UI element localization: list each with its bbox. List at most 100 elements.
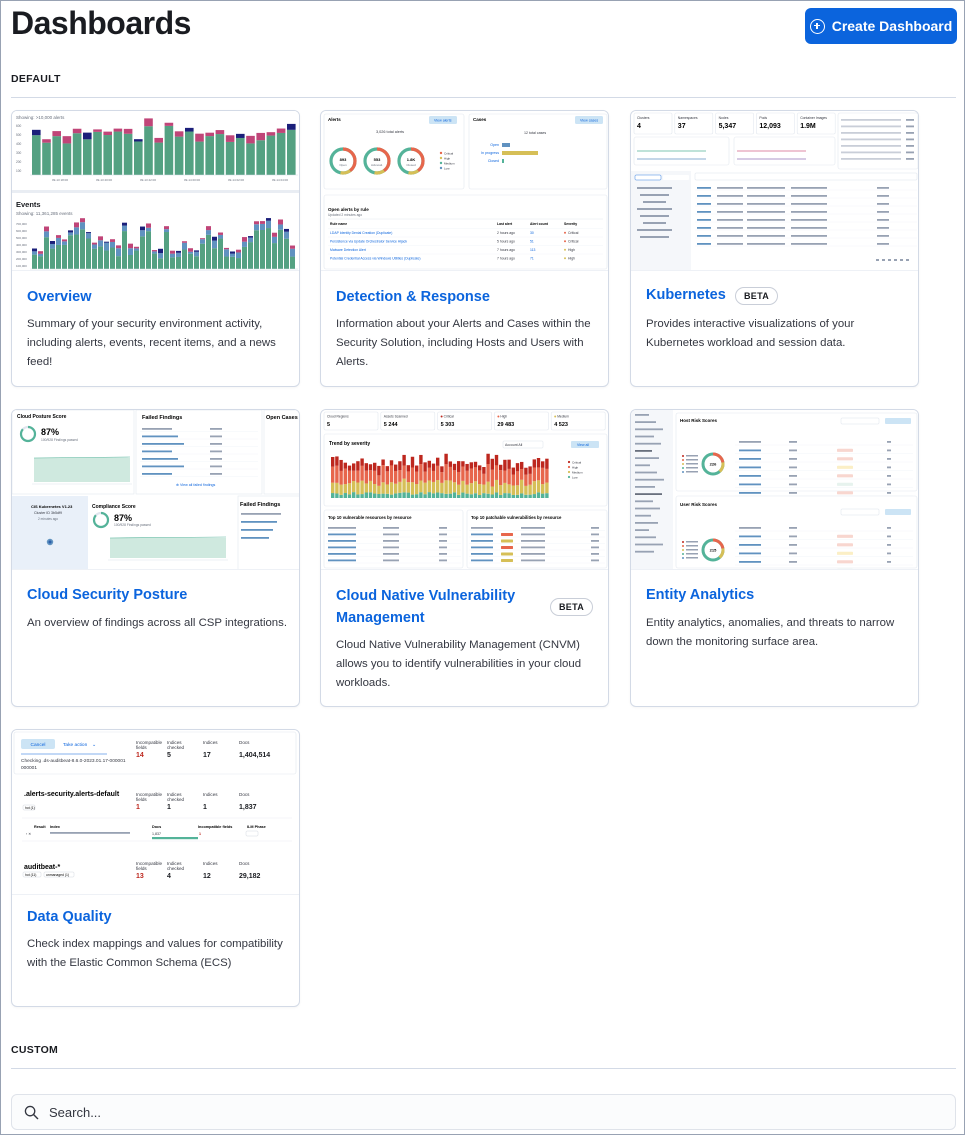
csp-open-cases: Open Cases [266, 415, 298, 421]
det-rule-name: Malware Detection Alert [330, 248, 366, 252]
card-description: An overview of findings across all CSP i… [27, 617, 288, 629]
card-cloud-security-posture[interactable]: Cloud Posture Score 87% 100/928 Findings… [11, 409, 300, 707]
svg-text:Rule name: Rule name [330, 222, 347, 226]
det-donut-value: 553 [374, 157, 381, 162]
svg-text:400: 400 [16, 142, 22, 146]
card-title[interactable]: Data Quality [27, 909, 112, 925]
card-title[interactable]: Entity Analytics [646, 587, 755, 603]
k8s-stat-value: 5,347 [719, 123, 737, 130]
svg-text:12 total cases: 12 total cases [524, 131, 546, 135]
det-rule-count: 113 [530, 248, 536, 252]
dq-cancel: Cancel [31, 742, 46, 748]
dashboard-search[interactable] [11, 1094, 956, 1130]
svg-text:300: 300 [16, 151, 22, 155]
det-donut-value: 1.8K [407, 157, 416, 162]
k8s-stat-label: Namespaces [678, 116, 698, 120]
cnvm-stat-label: Assets Scanned [384, 415, 408, 419]
card-title[interactable]: Cloud Security Posture [27, 587, 188, 603]
csp-failed-title2: Failed Findings [240, 502, 280, 508]
det-case-row: In progress [481, 151, 499, 155]
dq-stat-label: Indices [203, 740, 218, 745]
ent-host-title: Host Risk Scores [680, 418, 718, 423]
card-data-quality[interactable]: Cancel Take action ⌄ Checking .ds-auditb… [11, 729, 300, 1007]
svg-text:2 minutes ago: 2 minutes ago [38, 517, 58, 521]
det-donut-label: Acknowl. [371, 163, 383, 167]
search-icon [24, 1105, 39, 1119]
k8s-stat-value: 1.9M [800, 123, 816, 130]
det-rule-severity: High [568, 248, 575, 252]
dq-stat-value: 1 [136, 804, 140, 811]
csp-failed-title: Failed Findings [142, 415, 182, 421]
svg-text:09-14 04:00: 09-14 04:00 [272, 178, 288, 182]
svg-text:09-14 02:00: 09-14 02:00 [228, 178, 244, 182]
card-overview[interactable]: Showing: >10,000 alerts 600 500 400 300 200 1… [11, 110, 300, 387]
det-view-cases: View cases [580, 119, 598, 123]
k8s-stat-label: Container Images [800, 116, 827, 120]
cnvm-thumbnail: Cloud Regions 5 Assets Scanned 5 244 Critica… [321, 410, 608, 570]
svg-text:Low: Low [444, 166, 450, 170]
svg-text:000001: 000001 [21, 765, 37, 771]
svg-text:Last alert: Last alert [497, 222, 513, 226]
card-kubernetes[interactable]: Clusters 4 Namespaces 37 Nodes 5,347 Pods 12,09… [630, 110, 919, 387]
card-description: Cloud Native Vulnerability Management (C… [336, 639, 582, 689]
svg-text:High: High [572, 465, 579, 469]
svg-text:fields: fields [136, 745, 147, 750]
cnvm-stat-value: 5 244 [384, 422, 399, 428]
section-divider [11, 1068, 956, 1069]
svg-text:hot (11): hot (11) [25, 873, 36, 877]
svg-text:Medium: Medium [572, 470, 583, 474]
det-rule-name: LDAP Identity Denial Creation (Duplicate… [330, 231, 392, 235]
svg-text:Index: Index [50, 825, 61, 829]
card-title[interactable]: Cloud Native Vulnerability Management [336, 588, 516, 626]
ent-total: 226 [710, 462, 717, 467]
card-title[interactable]: Overview [27, 289, 92, 305]
dq-index3: auditbeat-* [24, 864, 60, 871]
search-input[interactable] [49, 1104, 929, 1120]
create-dashboard-button[interactable]: Create Dashboard [805, 8, 957, 44]
det-rule-severity: High [568, 257, 575, 261]
dq-stat-value: 1 [167, 804, 171, 811]
card-title[interactable]: Detection & Response [336, 289, 490, 305]
svg-text:Medium: Medium [444, 161, 455, 165]
svg-text:fields: fields [136, 866, 147, 871]
dq-stat-value: 17 [203, 752, 211, 759]
cnvm-resources-title: Top 10 vulnerable resources by resource [328, 515, 412, 520]
csp-compliance-value: 87% [114, 513, 132, 523]
k8s-stat-label: Clusters [637, 116, 650, 120]
overview-thumbnail: Showing: >10,000 alerts 600 500 400 300 200 1… [12, 111, 299, 271]
svg-text:› ✕: › ✕ [26, 832, 31, 836]
dq-stat-label: Indices [167, 740, 182, 745]
card-title[interactable]: Kubernetes [646, 287, 726, 303]
csp-cluster-name: CIS Kubernetes V1.23 [31, 504, 73, 509]
svg-text:09-13 20:00: 09-13 20:00 [96, 178, 112, 182]
det-rule-name: Potential Credential Access via Windows … [330, 257, 420, 261]
card-cnvm[interactable]: Cloud Regions 5 Assets Scanned 5 244 Critica… [320, 409, 609, 707]
svg-text:Incompatible fields: Incompatible fields [198, 825, 232, 829]
default-section-label: DEFAULT [11, 73, 61, 85]
data-quality-thumbnail: Cancel Take action ⌄ Checking .ds-auditb… [12, 730, 299, 895]
card-entity-analytics[interactable]: Host Risk Scores 226 User Risk Scores 21… [630, 409, 919, 707]
dq-index2: .alerts-security.alerts-default [24, 791, 120, 798]
beta-badge: BETA [550, 598, 594, 616]
dq-stat-label: Indices [203, 792, 218, 797]
dq-stat-label: Docs [239, 740, 250, 745]
k8s-stat-value: 4 [637, 123, 641, 130]
svg-text:700,000: 700,000 [16, 222, 27, 226]
det-rule-count: 30 [530, 231, 534, 235]
det-open-alerts-title: Open alerts by rule [328, 207, 369, 212]
dq-take-action: Take action [63, 742, 88, 748]
svg-text:09-13 18:00: 09-13 18:00 [52, 178, 68, 182]
svg-text:Docs: Docs [152, 825, 161, 829]
dq-stat-label: Indices [203, 861, 218, 866]
svg-text:Severity: Severity [564, 222, 577, 226]
svg-text:checked: checked [167, 797, 185, 802]
svg-text:checked: checked [167, 866, 185, 871]
k8s-stat-label: Pods [759, 116, 767, 120]
cnvm-stat-label: Cloud Regions [327, 415, 349, 419]
card-detection-response[interactable]: Alerts View alerts 3,026 total alerts 89… [320, 110, 609, 387]
cnvm-stat-value: 29 483 [497, 422, 514, 428]
svg-text:fields: fields [136, 797, 147, 802]
create-dashboard-label: Create Dashboard [831, 18, 953, 34]
card-description: Information about your Alerts and Cases … [336, 318, 591, 368]
plus-circle-icon [809, 18, 825, 34]
